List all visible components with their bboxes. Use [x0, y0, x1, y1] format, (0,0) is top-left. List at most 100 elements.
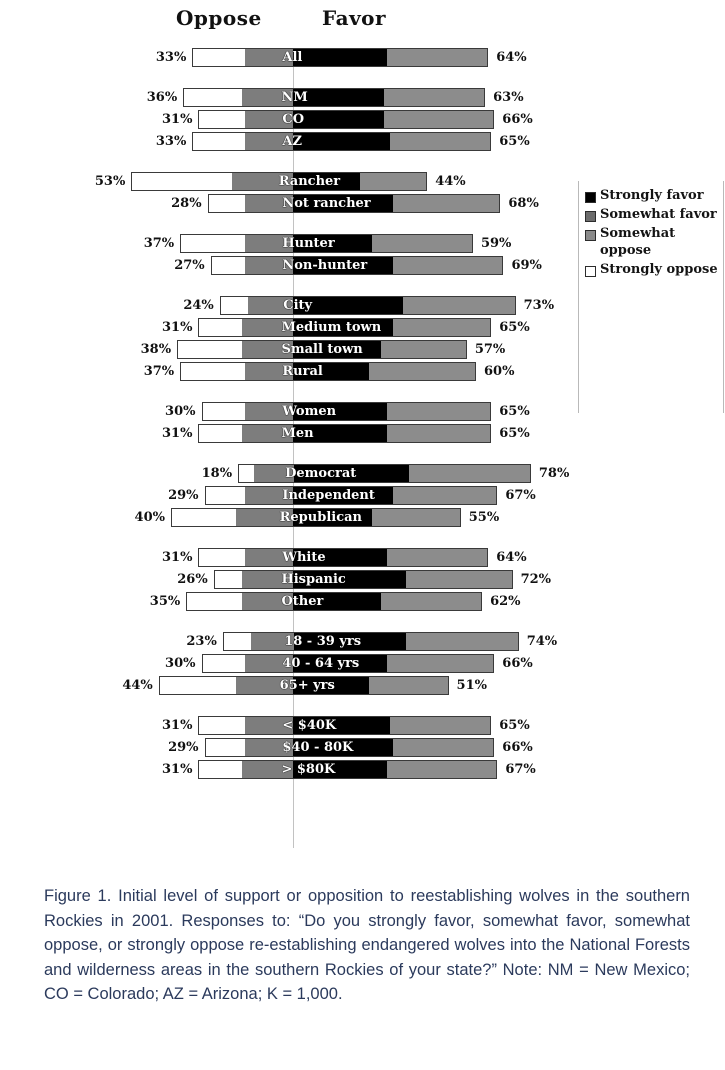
bar-segment-swo	[244, 655, 294, 672]
stacked-bar	[198, 424, 492, 443]
bar-segment-so	[214, 571, 242, 588]
diverging-bar-chart: All 33% 64% NM 36% 63% CO 31% 66% AZ 33% 65% Rancher…	[0, 44, 575, 854]
bar-segment-swo	[241, 319, 294, 336]
bar-segment-swf	[368, 677, 448, 694]
legend-swatch-somewhat-favor-icon	[585, 211, 596, 222]
bar-segment-sf	[293, 761, 388, 778]
stacked-bar	[210, 256, 504, 275]
axis-header-favor: Favor	[322, 6, 387, 30]
bar-segment-swo	[241, 593, 294, 610]
chart-row: Men 31% 65%	[0, 424, 575, 443]
stacked-bar	[192, 48, 489, 67]
oppose-percent-label: 23%	[186, 634, 217, 649]
bar-segment-swo	[254, 465, 294, 482]
bar-segment-swf	[387, 403, 491, 420]
oppose-percent-label: 26%	[177, 572, 208, 587]
favor-percent-label: 65%	[499, 404, 530, 419]
bar-segment-sf	[293, 235, 372, 252]
chart-row: Hunter 37% 59%	[0, 234, 575, 253]
bar-segment-swf	[393, 739, 494, 756]
bar-segment-swf	[381, 593, 482, 610]
bar-segment-swf	[405, 633, 518, 650]
bar-segment-swo	[244, 403, 294, 420]
bar-segment-so	[181, 363, 245, 380]
oppose-percent-label: 40%	[134, 510, 165, 525]
bar-segment-swo	[232, 173, 293, 190]
favor-percent-label: 72%	[520, 572, 552, 587]
stacked-bar	[177, 340, 467, 359]
stacked-bar	[198, 716, 492, 735]
stacked-bar	[219, 296, 516, 315]
chart-row: 65+ yrs 44% 51%	[0, 676, 575, 695]
stacked-bar	[198, 110, 495, 129]
chart-legend: Strongly favor Somewhat favor Somewhat opp…	[578, 181, 724, 413]
favor-percent-label: 63%	[493, 90, 524, 105]
axis-header-oppose: Oppose	[176, 6, 262, 30]
chart-row: City 24% 73%	[0, 296, 575, 315]
bar-segment-sf	[293, 297, 403, 314]
bar-segment-so	[220, 297, 249, 314]
legend-swatch-strongly-oppose-icon	[585, 266, 596, 277]
bar-segment-swf	[359, 173, 427, 190]
bar-segment-sf	[293, 593, 382, 610]
bar-segment-swf	[387, 761, 497, 778]
bar-segment-swo	[241, 341, 294, 358]
legend-label: Strongly oppose	[600, 262, 718, 277]
chart-row: Hispanic 26% 72%	[0, 570, 575, 589]
bar-segment-swo	[244, 257, 294, 274]
oppose-percent-label: 29%	[168, 740, 199, 755]
chart-row: Independent 29% 67%	[0, 486, 575, 505]
favor-percent-label: 60%	[484, 364, 515, 379]
bar-segment-swo	[244, 235, 294, 252]
bar-segment-swf	[368, 363, 475, 380]
chart-row: Republican 40% 55%	[0, 508, 575, 527]
bar-segment-sf	[292, 173, 360, 190]
bar-segment-swf	[408, 465, 530, 482]
oppose-percent-label: 53%	[94, 174, 126, 189]
stacked-bar	[180, 362, 476, 381]
legend-item: Strongly oppose	[585, 261, 723, 278]
bar-segment-swf	[384, 89, 485, 106]
bar-segment-sf	[293, 319, 394, 336]
bar-segment-so	[205, 739, 245, 756]
oppose-percent-label: 35%	[149, 594, 181, 609]
oppose-percent-label: 24%	[183, 298, 214, 313]
bar-segment-swo	[244, 549, 294, 566]
zero-reference-line	[293, 48, 294, 848]
oppose-percent-label: 44%	[122, 678, 153, 693]
chart-row: White 31% 64%	[0, 548, 575, 567]
bar-segment-so	[178, 341, 242, 358]
bar-segment-sf	[293, 89, 385, 106]
favor-percent-label: 65%	[499, 718, 530, 733]
legend-label: Strongly favor	[600, 188, 704, 203]
bar-segment-sf	[293, 195, 394, 212]
bar-segment-swf	[390, 717, 491, 734]
bar-segment-swo	[244, 487, 294, 504]
stacked-bar	[201, 402, 492, 421]
stacked-bar	[186, 592, 483, 611]
stacked-bar	[222, 632, 519, 651]
bar-segment-sf	[293, 655, 388, 672]
bar-segment-so	[199, 111, 245, 128]
chart-row: $40 - 80K 29% 66%	[0, 738, 575, 757]
oppose-percent-label: 30%	[165, 656, 196, 671]
stacked-bar	[204, 486, 498, 505]
bar-segment-swo	[241, 425, 294, 442]
favor-percent-label: 67%	[505, 488, 536, 503]
bar-segment-swo	[241, 89, 294, 106]
oppose-percent-label: 36%	[146, 90, 178, 105]
favor-percent-label: 78%	[538, 466, 570, 481]
chart-row: All 33% 64%	[0, 48, 575, 67]
oppose-percent-label: 28%	[171, 196, 202, 211]
bar-segment-swf	[393, 487, 497, 504]
chart-row: NM 36% 63%	[0, 88, 575, 107]
chart-row: Other 35% 62%	[0, 592, 575, 611]
bar-segment-sf	[293, 465, 409, 482]
bar-segment-swo	[235, 677, 294, 694]
oppose-percent-label: 31%	[161, 112, 193, 127]
bar-segment-so	[202, 655, 245, 672]
bar-segment-so	[202, 403, 245, 420]
chart-row: Not rancher 28% 68%	[0, 194, 575, 213]
bar-segment-sf	[293, 133, 391, 150]
bar-segment-swo	[248, 297, 294, 314]
